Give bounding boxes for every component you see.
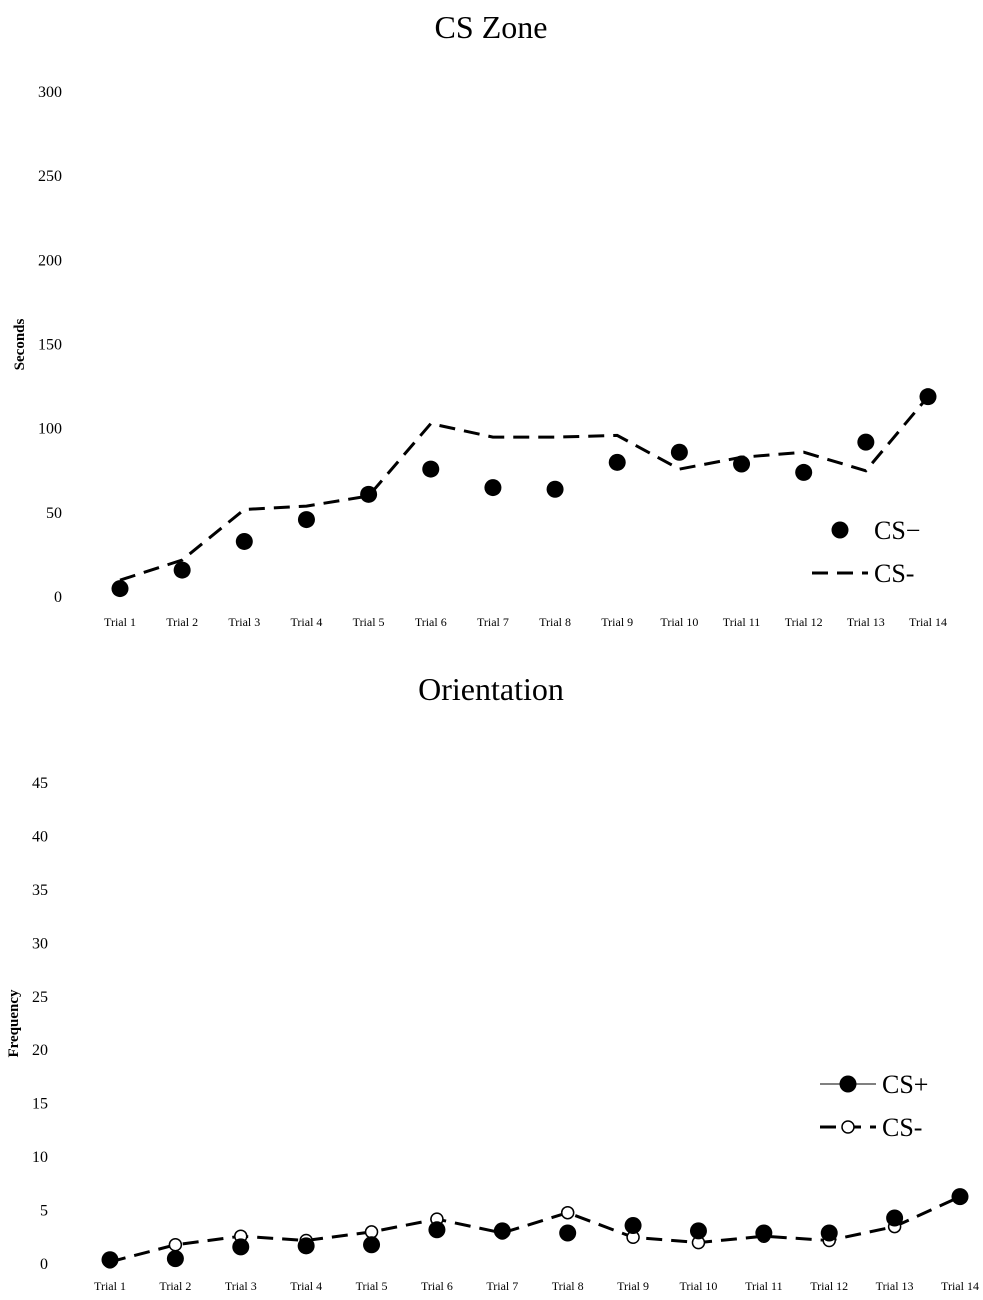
cs-zone-data-point	[733, 455, 751, 473]
orientation-y-tick-label: 30	[32, 935, 48, 952]
cs-zone-x-tick-label: Trial 10	[660, 615, 698, 629]
orientation-data-point	[820, 1224, 838, 1242]
cs-zone-x-tick-label: Trial 2	[166, 615, 198, 629]
orientation-y-tick-label: 40	[32, 828, 48, 845]
cs-zone-y-tick-label: 50	[46, 505, 62, 522]
orientation-y-axis-label: Frequency	[6, 989, 22, 1058]
cs-zone-x-tick-label: Trial 7	[477, 615, 509, 629]
orientation-data-point	[624, 1217, 642, 1235]
cs-zone-series-line	[119, 395, 930, 582]
orientation-y-tick-label: 0	[40, 1256, 48, 1273]
cs-zone-legend-marker	[831, 521, 849, 539]
cs-zone-data-point	[484, 479, 502, 497]
orientation-x-tick-label: Trial 4	[290, 1279, 322, 1293]
cs-zone-legend-label: CS-	[874, 559, 914, 588]
cs-zone-chart: CS Zone Seconds 0 50 100 150 200 250 300 Trial 1 T…	[12, 9, 947, 629]
orientation-y-tick-label: 25	[32, 989, 48, 1006]
cs-zone-data-point	[360, 485, 378, 503]
cs-zone-data-point	[608, 453, 626, 471]
orientation-chart: Orientation Frequency 0 5 10 15 20 25 30 35 40 45 Tr…	[0, 650, 983, 1300]
cs-zone-y-tick-label: 150	[38, 337, 62, 354]
cs-zone-chart-svg: CS Zone Seconds 0 50 100 150 200 250 300 Trial 1 T…	[12, 9, 947, 629]
cs-zone-x-tick-label: Trial 13	[847, 615, 885, 629]
orientation-x-tick-label: Trial 8	[552, 1279, 584, 1293]
orientation-data-point-open	[168, 1238, 183, 1252]
orientation-legend-label: CS-	[882, 1113, 922, 1142]
orientation-x-tick-label: Trial 5	[356, 1279, 388, 1293]
orientation-x-tick-label: Trial 9	[617, 1279, 649, 1293]
orientation-data-point	[428, 1221, 446, 1239]
orientation-legend-marker	[841, 1120, 855, 1134]
cs-zone-data-point	[297, 511, 315, 529]
orientation-x-tick-label: Trial 12	[810, 1279, 848, 1293]
orientation-data-point-open	[560, 1205, 575, 1220]
orientation-x-tick-label: Trial 7	[486, 1279, 518, 1293]
cs-zone-data-point	[111, 580, 129, 598]
orientation-y-tick-label: 20	[32, 1042, 48, 1059]
orientation-chart-svg: Orientation Frequency 0 5 10 15 20 25 30 35 40 45 Tr…	[6, 671, 979, 1293]
orientation-x-tick-label: Trial 10	[680, 1279, 718, 1293]
orientation-data-point	[689, 1222, 707, 1240]
orientation-legend-label: CS+	[882, 1070, 928, 1099]
cs-zone-data-point	[795, 463, 813, 481]
cs-zone-legend-label: CS−	[874, 516, 920, 545]
cs-zone-data-point	[546, 480, 564, 498]
cs-zone-x-tick-label: Trial 1	[104, 615, 136, 629]
orientation-series-line	[109, 1195, 961, 1264]
cs-zone-y-axis-label: Seconds	[12, 319, 28, 371]
orientation-data-point	[166, 1250, 184, 1268]
cs-zone-x-tick-label: Trial 5	[353, 615, 385, 629]
orientation-data-point	[886, 1209, 904, 1227]
orientation-x-tick-label: Trial 3	[225, 1279, 257, 1293]
cs-zone-data-point	[422, 460, 440, 478]
orientation-y-tick-label: 35	[32, 882, 48, 899]
cs-zone-y-tick-label: 250	[38, 168, 62, 185]
orientation-data-point	[493, 1222, 511, 1240]
orientation-data-point	[951, 1188, 969, 1206]
cs-zone-x-tick-label: Trial 12	[785, 615, 823, 629]
orientation-x-tick-label: Trial 6	[421, 1279, 453, 1293]
cs-zone-x-tick-label: Trial 11	[723, 615, 760, 629]
orientation-y-tick-label: 10	[32, 1149, 48, 1166]
orientation-data-point	[559, 1224, 577, 1242]
orientation-y-tick-label: 45	[32, 775, 48, 792]
cs-zone-data-point	[670, 443, 688, 461]
orientation-x-tick-label: Trial 1	[94, 1279, 126, 1293]
orientation-data-point	[297, 1237, 315, 1255]
cs-zone-data-point	[235, 532, 253, 550]
cs-zone-data-point	[857, 433, 875, 451]
orientation-x-tick-label: Trial 2	[159, 1279, 191, 1293]
cs-zone-x-tick-label: Trial 4	[291, 615, 323, 629]
cs-zone-y-tick-label: 0	[54, 589, 62, 606]
cs-zone-title: CS Zone	[435, 9, 548, 45]
orientation-title: Orientation	[418, 671, 564, 707]
orientation-y-tick-label: 5	[40, 1203, 48, 1220]
cs-zone-x-tick-label: Trial 9	[601, 615, 633, 629]
cs-zone-data-point	[919, 388, 937, 406]
orientation-legend-marker	[839, 1075, 857, 1093]
cs-zone-y-tick-label: 100	[38, 421, 62, 438]
orientation-data-point	[363, 1236, 381, 1254]
cs-zone-x-tick-label: Trial 6	[415, 615, 447, 629]
orientation-x-tick-label: Trial 13	[876, 1279, 914, 1293]
orientation-x-tick-label: Trial 14	[941, 1279, 979, 1293]
orientation-x-tick-label: Trial 11	[745, 1279, 782, 1293]
cs-zone-data-point	[173, 561, 191, 579]
cs-zone-x-tick-label: Trial 14	[909, 615, 947, 629]
cs-zone-x-tick-label: Trial 8	[539, 615, 571, 629]
orientation-data-point	[101, 1251, 119, 1269]
orientation-data-point	[755, 1224, 773, 1242]
orientation-y-tick-label: 15	[32, 1096, 48, 1113]
cs-zone-y-tick-label: 200	[38, 252, 62, 269]
orientation-data-point	[232, 1238, 250, 1256]
orientation-data-point-open	[364, 1225, 379, 1239]
cs-zone-x-tick-label: Trial 3	[228, 615, 260, 629]
cs-zone-y-tick-label: 300	[38, 84, 62, 101]
